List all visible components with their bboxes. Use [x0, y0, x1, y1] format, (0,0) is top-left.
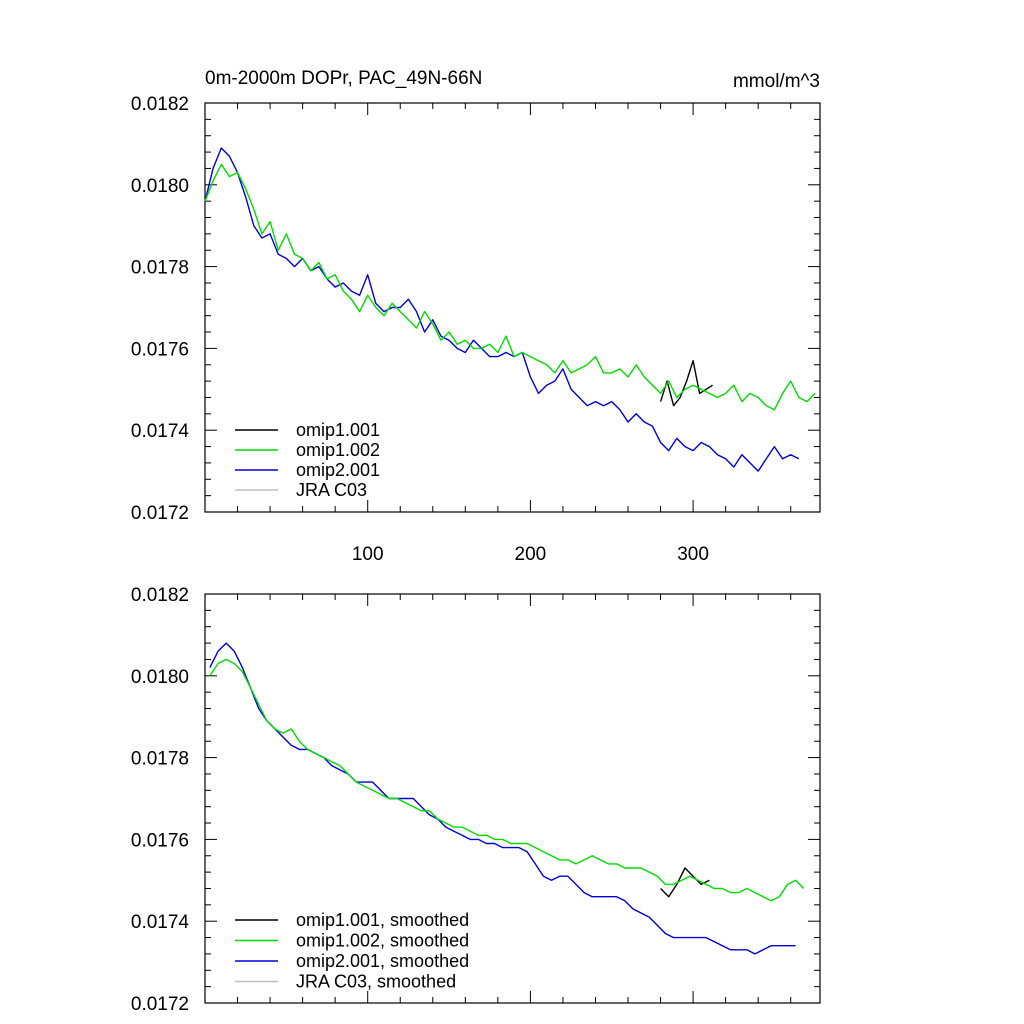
- legend-label: JRA C03: [296, 480, 367, 500]
- y-tick-label: 0.0176: [131, 339, 189, 360]
- y-tick-label: 0.0172: [131, 994, 189, 1015]
- y-tick-label: 0.0174: [131, 912, 190, 933]
- legend-label: omip2.001, smoothed: [296, 951, 469, 971]
- top-panel: 0.0172 0.0174 0.0176 0.0178 0.0180 0.0182 100 2…: [131, 94, 821, 565]
- y-tick-label: 0.0176: [131, 830, 189, 851]
- y-tick-label: 0.0178: [131, 258, 189, 279]
- y-tick-label: 0.0182: [131, 94, 189, 115]
- series-line-omip1-002: [204, 163, 816, 411]
- x-tick-label: 100: [352, 544, 384, 565]
- y-tick-label: 0.0172: [131, 503, 189, 524]
- legend-label: omip1.001: [296, 420, 380, 440]
- legend-label: omip1.002, smoothed: [296, 931, 469, 951]
- x-tick-label: 300: [677, 544, 709, 565]
- units-label: mmol/m^3: [733, 71, 820, 92]
- legend-label: omip2.001: [296, 460, 380, 480]
- y-tick-label: 0.0182: [131, 585, 189, 606]
- series-line-omip1-001-smoothed: [660, 867, 710, 898]
- x-tick-label: 200: [515, 544, 547, 565]
- y-tick-label: 0.0180: [131, 667, 189, 688]
- legend-label: JRA C03, smoothed: [296, 972, 456, 992]
- plot-frame: [204, 593, 821, 1004]
- series-line-omip1-002-smoothed: [209, 658, 805, 902]
- chart-title: 0m-2000m DOPr, PAC_49N-66N: [205, 68, 482, 89]
- y-tick-label: 0.0174: [131, 421, 190, 442]
- plot-frame: [204, 102, 821, 513]
- y-tick-label: 0.0180: [131, 176, 189, 197]
- legend-label: omip1.002: [296, 440, 380, 460]
- legend-label: omip1.001, smoothed: [296, 910, 469, 930]
- y-tick-label: 0.0178: [131, 749, 189, 770]
- bottom-panel: 0.0172 0.0174 0.0176 0.0178 0.0180 0.0182 omip…: [131, 585, 821, 1015]
